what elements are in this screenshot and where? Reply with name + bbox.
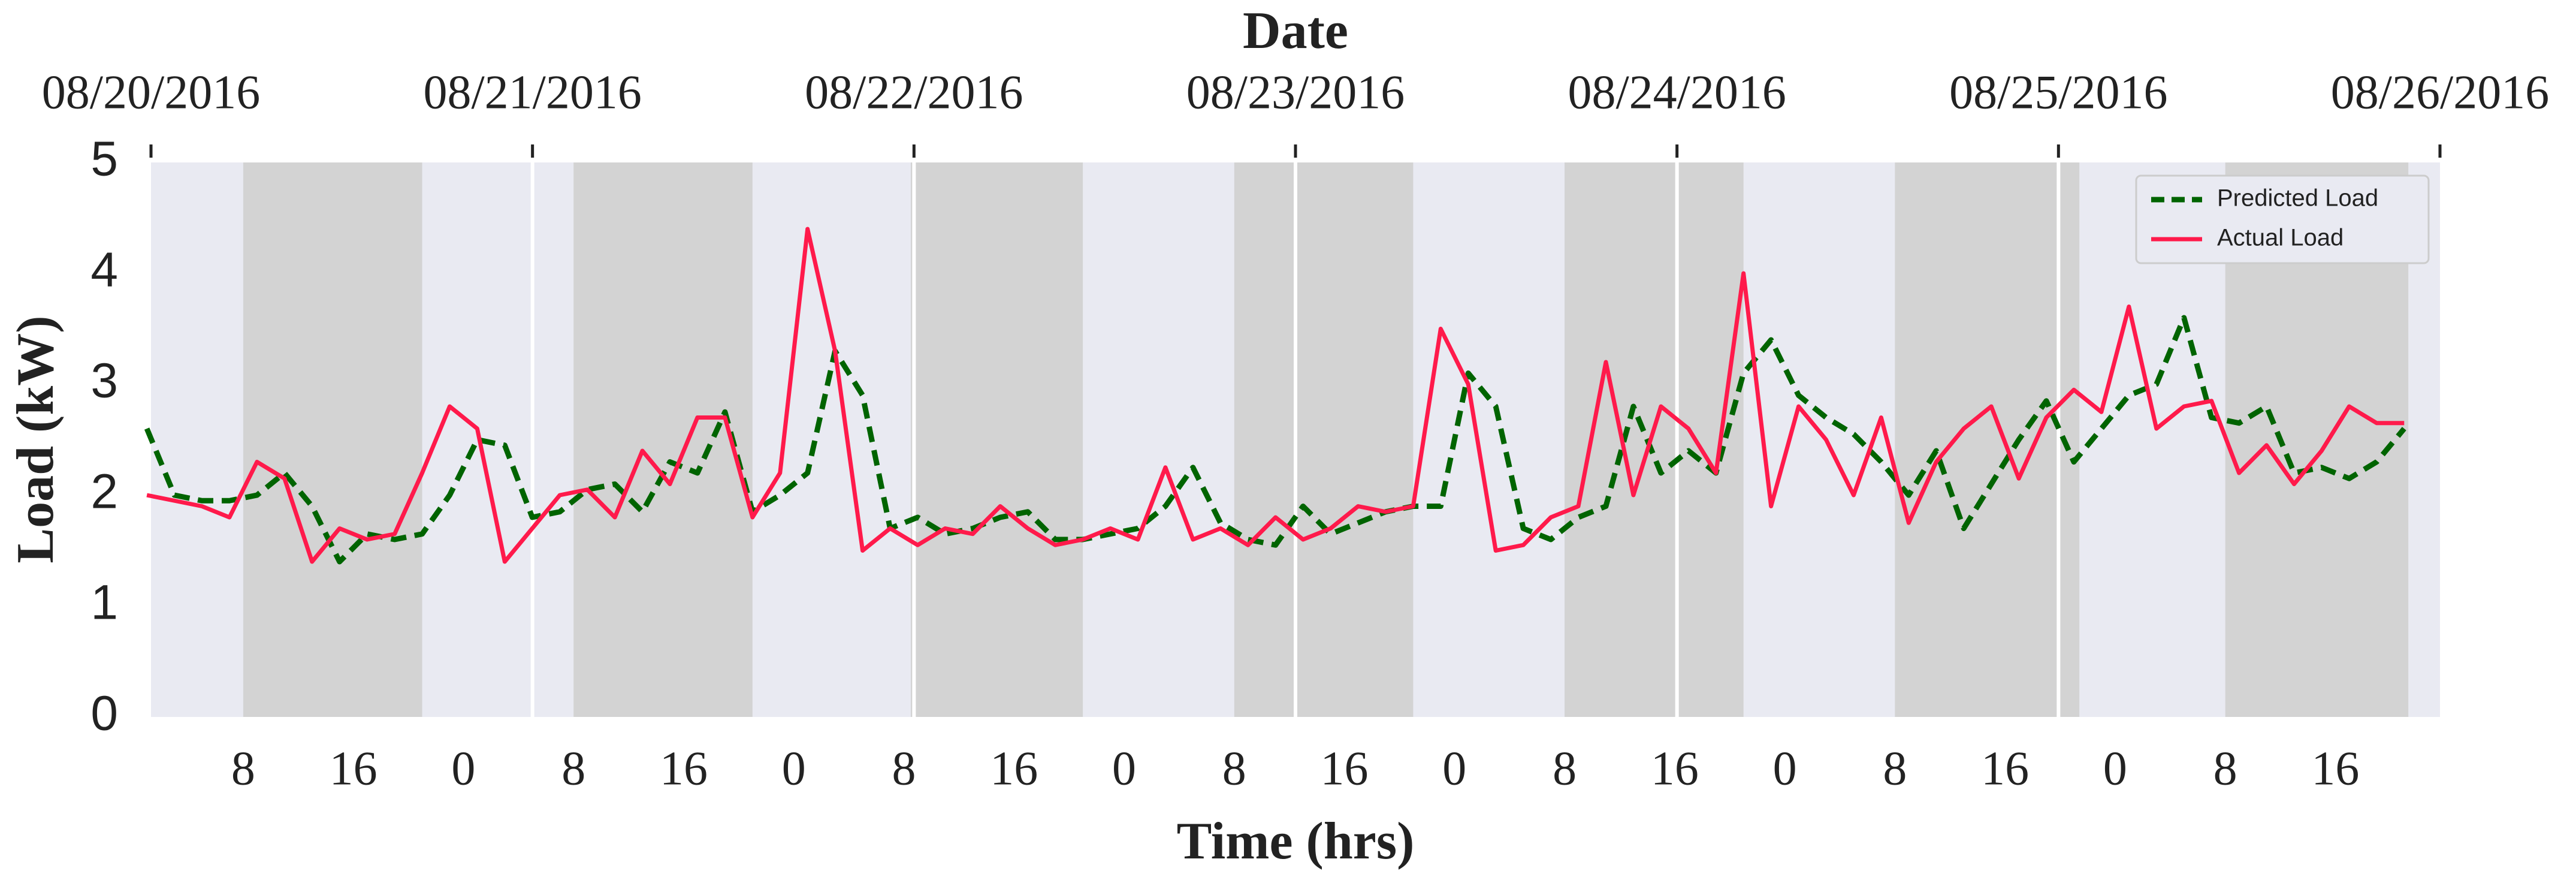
- x-tick-label: 8: [1883, 742, 1907, 795]
- x-tick-label: 8: [892, 742, 916, 795]
- x-tick-label: 0: [2103, 742, 2127, 795]
- x2-tick-label: 08/26/2016: [2331, 66, 2549, 119]
- x-tick-label: 8: [561, 742, 585, 795]
- x2-tick-label: 08/22/2016: [805, 66, 1023, 119]
- x2-tick-label: 08/20/2016: [42, 66, 260, 119]
- x2-tick-label: 08/21/2016: [423, 66, 641, 119]
- y-axis-label: Load (kW): [7, 315, 65, 563]
- chart-title: Date: [1243, 2, 1348, 60]
- x-tick-label: 16: [990, 742, 1038, 795]
- y-tick-label: 3: [90, 354, 118, 408]
- legend-label: Actual Load: [2217, 225, 2344, 251]
- x-tick-label: 8: [231, 742, 255, 795]
- x-tick-label: 0: [1773, 742, 1797, 795]
- x-axis-label: Time (hrs): [1177, 812, 1415, 870]
- y-tick-label: 1: [90, 575, 118, 630]
- x2-tick-label: 08/23/2016: [1186, 66, 1405, 119]
- shaded-region: [243, 162, 422, 717]
- x-tick-label: 8: [2213, 742, 2237, 795]
- legend-label: Predicted Load: [2217, 185, 2378, 212]
- y-tick-label: 2: [90, 465, 118, 519]
- x-tick-label: 16: [1651, 742, 1699, 795]
- x-tick-label: 8: [1553, 742, 1577, 795]
- y-tick-label: 4: [90, 243, 118, 297]
- shaded-region: [1895, 162, 2080, 717]
- x-tick-label: 16: [1981, 742, 2029, 795]
- x-tick-label: 0: [1442, 742, 1466, 795]
- x2-tick-label: 08/25/2016: [1949, 66, 2167, 119]
- x-tick-label: 16: [1321, 742, 1369, 795]
- x2-tick-label: 08/24/2016: [1568, 66, 1786, 119]
- shaded-region: [1234, 162, 1414, 717]
- shaded-region: [910, 162, 1083, 717]
- x-tick-label: 8: [1222, 742, 1246, 795]
- x-tick-label: 0: [451, 742, 475, 795]
- x-tick-label: 16: [2311, 742, 2359, 795]
- y-tick-label: 0: [90, 686, 118, 741]
- series-line: [146, 227, 2405, 564]
- x-tick-label: 16: [330, 742, 378, 795]
- y-tick-label: 5: [90, 132, 118, 186]
- series-line: [144, 315, 2406, 565]
- legend-box: [2135, 174, 2430, 264]
- x-tick-label: 16: [660, 742, 708, 795]
- x-tick-label: 0: [1112, 742, 1136, 795]
- x-tick-label: 0: [782, 742, 806, 795]
- shaded-region: [1565, 162, 1744, 717]
- shaded-region: [573, 162, 753, 717]
